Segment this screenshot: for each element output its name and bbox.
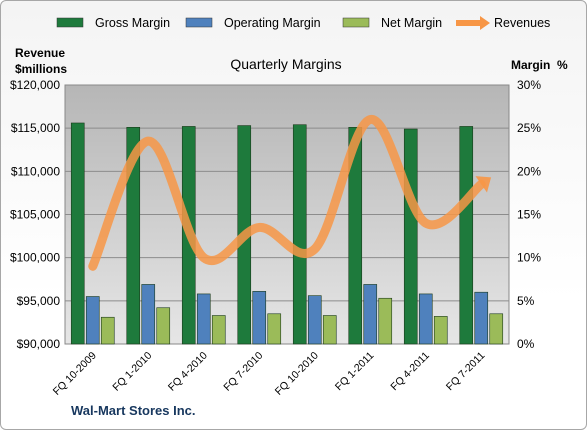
company-name: Wal-Mart Stores Inc. [71,403,196,418]
legend-arrow-revenues [480,16,490,30]
bar-net-margin [100,316,115,345]
chart-title: Quarterly Margins [230,56,341,72]
bar-operating-margin [474,291,489,345]
left-tick-label: $115,000 [11,121,60,135]
bar-operating-margin [363,284,378,345]
bar-gross-margin [403,128,418,345]
bar-operating-margin [196,293,211,345]
x-tick-label: FQ 7-2011 [444,350,488,394]
bar-net-margin [267,313,282,345]
bar-operating-margin [418,293,433,345]
left-tick-label: $95,000 [17,294,61,308]
right-tick-label: 25% [517,121,541,135]
bar-gross-margin [459,126,474,345]
bar-gross-margin [126,127,141,345]
right-tick-label: 0% [517,337,535,351]
legend-swatch-operating-margin [185,17,213,28]
legend-label: Operating Margin [224,16,321,30]
revenues-line [88,115,486,271]
x-tick-label: FQ 1-2010 [110,350,154,394]
left-tick-label: $120,000 [10,78,60,92]
right-tick-label: 15% [517,208,541,222]
x-tick-label: FQ 10-2009 [51,350,99,398]
bar-net-margin [156,307,171,345]
left-axis-label-line1: Revenue [15,46,65,60]
bar-operating-margin [307,295,322,345]
bar-net-margin [489,313,504,345]
left-tick-label: $100,000 [10,251,60,265]
bar-gross-margin [70,122,85,345]
left-tick-label: $110,000 [11,164,60,178]
x-tick-label: FQ 4-2010 [166,350,210,394]
right-tick-label: 30% [517,78,541,92]
legend-swatch-gross-margin [56,17,84,28]
left-axis-label-line2: $millions [15,62,67,76]
x-tick-label: FQ 4-2011 [388,350,432,394]
right-axis-label: Margin % [511,58,568,72]
right-tick-label: 10% [517,251,541,265]
x-tick-label: FQ 7-2010 [221,350,265,394]
bar-gross-margin [292,124,307,345]
bar-operating-margin [85,296,100,345]
legend-label: Net Margin [381,16,442,30]
bar-operating-margin [252,291,267,345]
right-tick-label: 5% [517,294,535,308]
bar-operating-margin [141,284,156,345]
bar-gross-margin [348,127,363,345]
revenues-arrowhead [475,176,492,193]
legend-label: Gross Margin [95,16,170,30]
bar-net-margin [378,297,393,345]
left-tick-label: $90,000 [17,337,61,351]
bar-net-margin [433,316,448,345]
legend-label: Revenues [494,16,550,30]
legend-swatch-net-margin [342,17,370,28]
x-tick-label: FQ 1-2011 [333,350,377,394]
right-tick-label: 20% [517,164,541,178]
left-tick-label: $105,000 [10,208,60,222]
bar-net-margin [322,315,337,345]
x-tick-label: FQ 10-2010 [273,350,321,398]
bar-net-margin [211,315,226,345]
